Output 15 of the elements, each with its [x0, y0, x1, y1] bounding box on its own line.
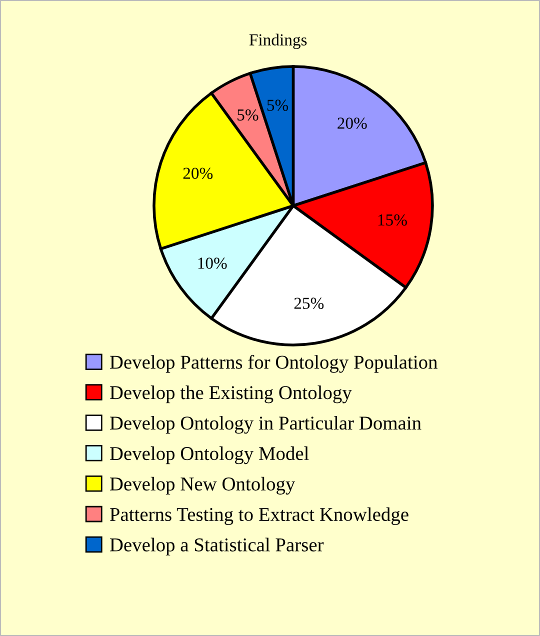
data-label: 5% — [267, 100, 288, 111]
legend-label: Develop a Statistical Parser — [110, 538, 324, 556]
data-label: 20% — [338, 118, 367, 129]
data-label: 5% — [238, 109, 258, 121]
data-label: 20% — [183, 168, 213, 179]
data-label: 10% — [198, 258, 227, 269]
legend-label: Develop New Ontology — [110, 476, 296, 495]
data-label: 25% — [294, 298, 324, 309]
legend-label: Develop Patterns for Ontology Population — [110, 354, 438, 373]
chart-title: Findings — [249, 34, 307, 49]
legend-label: Develop Ontology in Particular Domain — [110, 416, 422, 434]
legend-label: Develop Ontology Model — [110, 446, 309, 464]
data-label: 15% — [378, 214, 407, 226]
legend-label: Patterns Testing to Extract Knowledge — [110, 507, 408, 526]
legend-label: Develop the Existing Ontology — [110, 386, 352, 404]
